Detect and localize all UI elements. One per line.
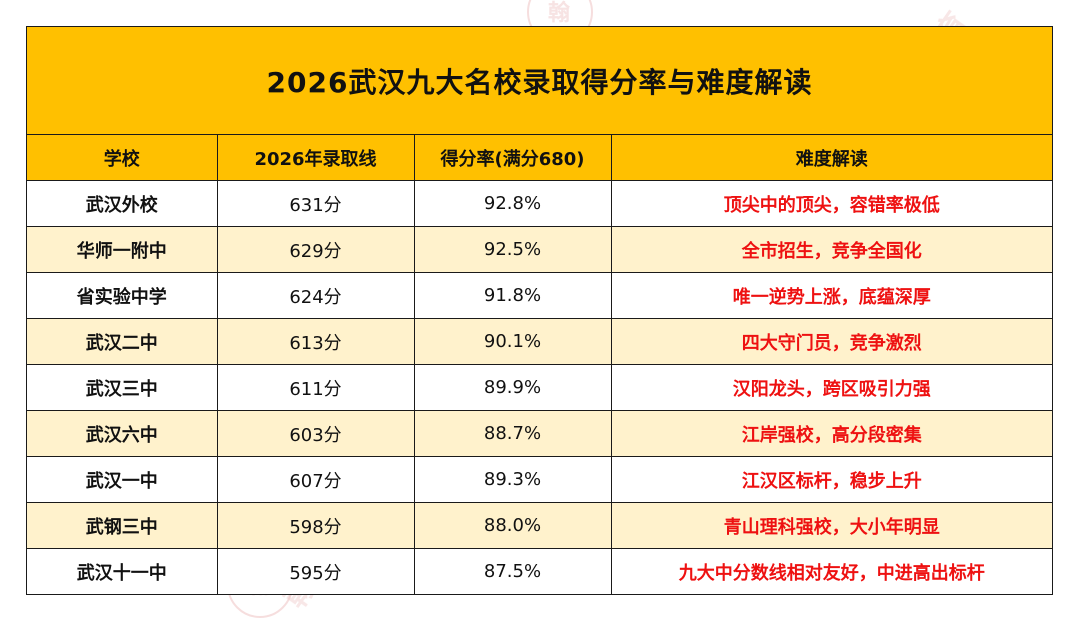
rate-cell: 88.0% [413,502,612,549]
table-row: 武汉一中 607分 89.3% 江汉区标杆，稳步上升 [27,456,1052,503]
table-row: 省实验中学 624分 91.8% 唯一逆势上涨，底蕴深厚 [27,272,1052,319]
watermark-seal: 翰 [548,0,570,26]
table-row: 武汉外校 631分 92.8% 顶尖中的顶尖，容错率极低 [27,180,1052,227]
score-cell: 598分 [216,502,415,549]
score-cell: 631分 [216,180,415,227]
table-row: 武钢三中 598分 88.0% 青山理科强校，大小年明显 [27,502,1052,549]
difficulty-cell: 江汉区标杆，稳步上升 [610,456,1052,503]
table-row: 武汉十一中 595分 87.5% 九大中分数线相对友好，中进高出标杆 [27,548,1052,594]
page-title: 2026武汉九大名校录取得分率与难度解读 [266,65,813,99]
rate-cell: 89.3% [413,456,612,503]
table-row: 武汉二中 613分 90.1% 四大守门员，竞争激烈 [27,318,1052,365]
rate-cell: 91.8% [413,272,612,319]
score-cell: 613分 [216,318,415,365]
score-cell: 624分 [216,272,415,319]
title-bar: 2026武汉九大名校录取得分率与难度解读 [27,27,1052,135]
score-table: 学校 2026年录取线 得分率(满分680) 难度解读 武汉外校 631分 92… [27,135,1052,594]
school-cell: 武汉六中 [27,410,218,457]
score-cell: 629分 [216,226,415,273]
column-header-rate: 得分率(满分680) [413,135,612,181]
school-cell: 武汉十一中 [27,548,218,594]
school-cell: 武汉一中 [27,456,218,503]
table-row: 华师一附中 629分 92.5% 全市招生，竞争全国化 [27,226,1052,273]
rate-cell: 88.7% [413,410,612,457]
column-header-school: 学校 [27,135,218,181]
rate-cell: 87.5% [413,548,612,594]
column-header-score: 2026年录取线 [216,135,415,181]
score-cell: 607分 [216,456,415,503]
difficulty-cell: 四大守门员，竞争激烈 [610,318,1052,365]
difficulty-cell: 九大中分数线相对友好，中进高出标杆 [610,548,1052,594]
score-cell: 611分 [216,364,415,411]
difficulty-cell: 唯一逆势上涨，底蕴深厚 [610,272,1052,319]
header-row: 学校 2026年录取线 得分率(满分680) 难度解读 [27,135,1052,181]
school-cell: 武汉二中 [27,318,218,365]
score-cell: 603分 [216,410,415,457]
table-row: 武汉六中 603分 88.7% 江岸强校，高分段密集 [27,410,1052,457]
score-table-sheet: 2026武汉九大名校录取得分率与难度解读 学校 2026年录取线 得分率(满分6… [26,26,1053,595]
rate-cell: 89.9% [413,364,612,411]
column-header-difficulty: 难度解读 [610,135,1052,181]
difficulty-cell: 汉阳龙头，跨区吸引力强 [610,364,1052,411]
school-cell: 武汉外校 [27,180,218,227]
rate-cell: 92.5% [413,226,612,273]
rate-cell: 92.8% [413,180,612,227]
difficulty-cell: 全市招生，竞争全国化 [610,226,1052,273]
score-cell: 595分 [216,548,415,594]
rate-cell: 90.1% [413,318,612,365]
difficulty-cell: 江岸强校，高分段密集 [610,410,1052,457]
school-cell: 武钢三中 [27,502,218,549]
table-row: 武汉三中 611分 89.9% 汉阳龙头，跨区吸引力强 [27,364,1052,411]
difficulty-cell: 青山理科强校，大小年明显 [610,502,1052,549]
difficulty-cell: 顶尖中的顶尖，容错率极低 [610,180,1052,227]
school-cell: 华师一附中 [27,226,218,273]
school-cell: 武汉三中 [27,364,218,411]
school-cell: 省实验中学 [27,272,218,319]
